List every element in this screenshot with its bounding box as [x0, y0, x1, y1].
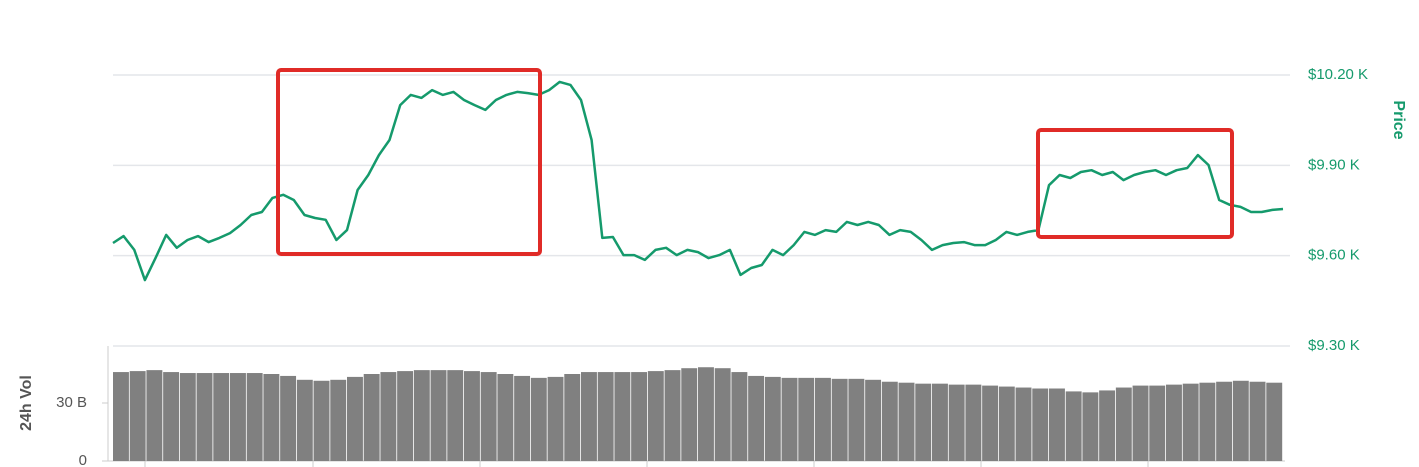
volume-bar [932, 383, 948, 461]
volume-bar [631, 372, 648, 461]
plot: $9.30 K $9.60 K $9.90 K $10.20 K 0 30 B [56, 66, 1368, 467]
volume-bar [447, 370, 464, 461]
volume-bar [1015, 387, 1032, 461]
volume-bar [380, 372, 397, 461]
volume-bar [998, 386, 1015, 461]
volume-bar [898, 382, 915, 461]
price-axis-label: Price [1390, 100, 1407, 139]
volume-bar [397, 371, 414, 461]
volume-bar [698, 367, 714, 461]
volume-bar [146, 370, 163, 461]
volume-bar [1115, 387, 1132, 461]
volume-bar [296, 379, 313, 461]
volume-bar [1232, 380, 1249, 461]
volume-bar [865, 379, 882, 461]
volume-bar [497, 374, 514, 461]
y-tick-label: $9.30 K [1308, 337, 1360, 354]
volume-bar [196, 373, 213, 461]
y-tick-label: $9.90 K [1308, 156, 1360, 173]
volume-bar [881, 381, 898, 461]
volume-bar [1032, 388, 1049, 461]
volume-bar [280, 375, 297, 461]
volume-bar [246, 373, 263, 461]
volume-bar [614, 372, 631, 461]
volume-bar [1266, 382, 1283, 461]
volume-bar [1082, 392, 1099, 461]
volume-bar [798, 377, 815, 461]
volume-bar [213, 373, 230, 461]
volume-bar [581, 372, 597, 461]
volume-bar [530, 377, 547, 461]
volume-bar [781, 377, 798, 461]
volume-bar [1049, 388, 1065, 461]
volume-bar [1132, 385, 1149, 461]
volume-bar [547, 376, 564, 461]
volume-bar [731, 372, 748, 461]
vol-axis-label: 24h Vol [18, 375, 35, 431]
volume-bar [464, 371, 480, 461]
volume-bar [1166, 384, 1182, 461]
volume-bar [1182, 383, 1199, 461]
y-tick-label: $10.20 K [1308, 66, 1368, 83]
volume-bar [848, 378, 865, 461]
volume-bar [179, 373, 196, 461]
volume-bar [1249, 381, 1266, 461]
highlight-box [1036, 128, 1234, 239]
volume-bar [564, 374, 581, 461]
volume-bar [1216, 381, 1233, 461]
volume-bar [430, 370, 447, 461]
volume-bar [1199, 382, 1216, 461]
y-tick-label: $9.60 K [1308, 247, 1360, 264]
volume-bar [915, 383, 932, 461]
volume-bar [163, 372, 180, 461]
volume-bar [664, 370, 681, 461]
volume-bar [1099, 390, 1116, 461]
volume-bar [1149, 385, 1166, 461]
volume-bar [982, 385, 999, 461]
volume-bar [230, 373, 246, 461]
volume-bar [413, 370, 430, 461]
volume-bar [831, 378, 848, 461]
volume-bar [330, 379, 347, 461]
volume-bar [347, 376, 363, 461]
volume-bar [263, 374, 280, 461]
volume-bar [480, 372, 497, 461]
highlight-box [276, 68, 542, 256]
y-tick-label: 30 B [56, 394, 87, 411]
volume-bar [948, 384, 965, 461]
volume-bar [647, 371, 664, 461]
volume-bar [764, 376, 781, 461]
volume-bar [815, 377, 831, 461]
volume-bar [1065, 391, 1082, 461]
volume-bar [363, 374, 380, 461]
volume-bar [748, 375, 765, 461]
volume-bar [965, 384, 982, 461]
y-tick-label: 0 [79, 452, 87, 467]
volume-bar [714, 368, 731, 461]
price-line [112, 80, 1284, 282]
volume-bar [313, 380, 330, 461]
volume-bar [597, 372, 614, 461]
volume-bar [113, 372, 129, 461]
volume-bar [514, 375, 531, 461]
volume-bar [681, 368, 698, 461]
volume-bar [129, 371, 146, 461]
